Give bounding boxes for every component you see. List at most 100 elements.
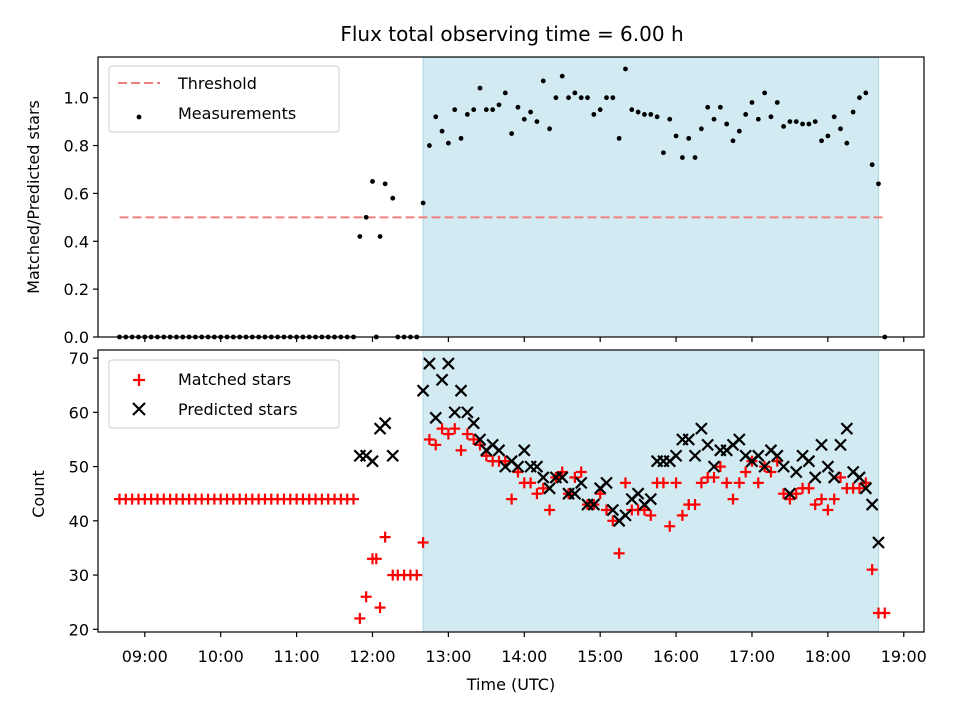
matched-star-point <box>436 423 448 435</box>
predicted-star-point <box>707 460 721 473</box>
measurement-point <box>667 116 673 122</box>
measurement-point <box>705 104 711 110</box>
matched-star-point <box>348 493 360 505</box>
predicted-star-point <box>770 449 784 463</box>
measurement-point <box>439 128 445 134</box>
measurement-point <box>490 107 496 113</box>
predicted-star-point <box>416 384 430 397</box>
predicted-star-point <box>853 471 866 484</box>
matched-star-point <box>816 493 828 505</box>
top-y-tick-label: 0.0 <box>64 328 89 347</box>
matched-star-point <box>569 471 581 483</box>
measurement-point <box>819 138 824 144</box>
top-panel: 0.0 0.2 0.4 0.6 0.8 1.0 Matched/Predicted sta… <box>24 56 925 347</box>
matched-star-point <box>442 428 454 440</box>
measurement-point <box>661 150 666 156</box>
predicted-star-point <box>834 438 847 452</box>
matched-star-point <box>714 461 726 473</box>
matched-star-point <box>575 466 587 478</box>
measurement-point <box>445 140 451 146</box>
matched-star-point <box>784 493 796 505</box>
matched-star-point <box>525 477 537 489</box>
x-tick-label: 09:00 <box>122 647 168 666</box>
top-x-ticks <box>144 337 905 342</box>
predicted-star-point <box>815 438 828 452</box>
matched-star-point <box>778 488 790 500</box>
matched-star-point <box>879 607 891 619</box>
predicted-star-point <box>587 498 601 511</box>
matched-star-point <box>809 499 821 511</box>
measurement-point <box>452 107 458 113</box>
matched-star-point <box>556 466 568 478</box>
bottom-observing-window <box>422 349 879 633</box>
measurement-point <box>673 133 679 139</box>
measurement-point <box>812 119 818 125</box>
measurement-point <box>502 90 508 96</box>
x-tick-label: 16:00 <box>653 647 699 666</box>
measurement-point <box>717 104 723 110</box>
predicted-stars-series <box>353 357 885 549</box>
bottom-y-tick-label: 50 <box>69 458 89 477</box>
bottom-x-axis: 09:00 10:00 11:00 12:00 13:00 14:00 15:00 16:00… <box>122 632 927 666</box>
predicted-star-point <box>669 449 683 463</box>
matched-star-point <box>512 466 524 478</box>
bottom-y-tick-label: 60 <box>69 403 89 422</box>
x-tick-label: 15:00 <box>577 647 623 666</box>
predicted-star-point <box>423 357 436 370</box>
matched-star-point <box>645 509 657 521</box>
measurement-point <box>604 95 609 101</box>
predicted-star-point <box>783 487 797 500</box>
measurement-point <box>471 107 477 113</box>
measurement-point <box>629 107 635 113</box>
measurement-point <box>521 116 527 122</box>
matched-star-point <box>853 482 865 494</box>
predicted-star-point <box>378 416 392 430</box>
measurement-point <box>357 234 363 239</box>
measurement-point <box>800 121 805 127</box>
measurement-point <box>762 90 768 96</box>
measurement-point <box>749 100 755 105</box>
measurement-point <box>711 116 717 122</box>
matched-star-point <box>657 477 669 489</box>
measurement-point <box>635 109 641 115</box>
bottom-legend-box <box>108 359 340 429</box>
top-y-tick-label: 1.0 <box>64 89 89 108</box>
matched-star-point <box>721 477 733 489</box>
top-y-axis: 0.0 0.2 0.4 0.6 0.8 1.0 <box>64 89 98 347</box>
top-y-tick-label: 0.4 <box>64 232 89 251</box>
matched-star-point <box>670 477 682 489</box>
predicted-star-point <box>802 454 816 468</box>
matched-star-point <box>727 493 739 505</box>
chart-title: Flux total observing time = 6.00 h <box>340 22 683 46</box>
measurement-point <box>597 107 603 113</box>
predicted-star-point <box>555 471 569 484</box>
measurement-point <box>420 200 426 206</box>
predicted-star-point <box>467 416 480 430</box>
matched-star-point <box>430 439 442 451</box>
measurement-point <box>876 181 881 187</box>
predicted-star-point <box>386 449 400 463</box>
predicted-star-point <box>461 406 474 419</box>
predicted-star-point <box>821 460 835 473</box>
matched-star-point <box>860 477 872 489</box>
measurement-point <box>509 131 515 136</box>
matched-star-point <box>607 515 619 527</box>
measurement-point <box>477 85 483 91</box>
bottom-legend: Matched stars Predicted stars <box>108 359 340 429</box>
predicted-star-point <box>695 422 708 435</box>
bottom-y-tick-label: 20 <box>69 620 89 639</box>
x-tick-label: 13:00 <box>425 647 471 666</box>
matched-star-point <box>411 569 423 581</box>
measurement-point <box>370 179 375 184</box>
top-y-tick-label: 0.6 <box>64 184 89 203</box>
x-tick-label: 12:00 <box>349 647 395 666</box>
predicted-star-point <box>530 460 544 473</box>
matched-star-point <box>360 591 372 603</box>
measurement-point <box>540 78 546 84</box>
measurement-point <box>806 121 812 127</box>
measurement-point <box>736 128 742 134</box>
measurement-point <box>768 114 774 120</box>
measurement-point <box>483 107 489 113</box>
measurement-point <box>857 95 862 101</box>
legend-matched-swatch <box>133 374 145 386</box>
